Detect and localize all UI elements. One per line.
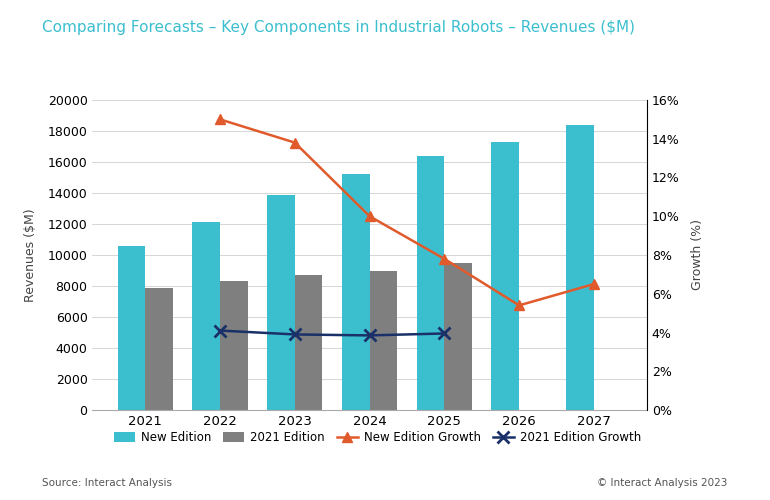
New Edition Growth	[365, 213, 374, 219]
Text: Source: Interact Analysis: Source: Interact Analysis	[42, 478, 172, 488]
Line: New Edition Growth: New Edition Growth	[216, 115, 598, 310]
Bar	[146, 288, 173, 410]
New Edition Growth	[216, 116, 225, 122]
2021 Edition Growth	[440, 330, 449, 336]
Bar	[118, 246, 146, 410]
Y-axis label: Growth (%): Growth (%)	[691, 220, 704, 290]
Bar	[192, 222, 220, 410]
New Edition Growth	[514, 302, 524, 308]
New Edition Growth	[589, 281, 598, 287]
Bar	[417, 156, 444, 410]
Bar	[220, 282, 248, 410]
2021 Edition Growth	[290, 332, 300, 338]
Bar	[342, 174, 370, 410]
Bar	[566, 125, 594, 410]
Bar	[295, 275, 323, 410]
Text: Comparing Forecasts – Key Components in Industrial Robots – Revenues ($M): Comparing Forecasts – Key Components in …	[42, 20, 635, 35]
Bar	[491, 142, 519, 410]
Bar	[370, 270, 397, 410]
Y-axis label: Revenues ($M): Revenues ($M)	[24, 208, 36, 302]
New Edition Growth	[440, 256, 449, 262]
Text: © Interact Analysis 2023: © Interact Analysis 2023	[598, 478, 728, 488]
New Edition Growth	[290, 140, 300, 145]
2021 Edition Growth	[216, 328, 225, 334]
Bar	[444, 263, 472, 410]
Bar	[267, 194, 295, 410]
Legend: New Edition, 2021 Edition, New Edition Growth, 2021 Edition Growth: New Edition, 2021 Edition, New Edition G…	[109, 426, 646, 449]
2021 Edition Growth	[365, 332, 374, 338]
Line: 2021 Edition Growth: 2021 Edition Growth	[215, 325, 450, 341]
